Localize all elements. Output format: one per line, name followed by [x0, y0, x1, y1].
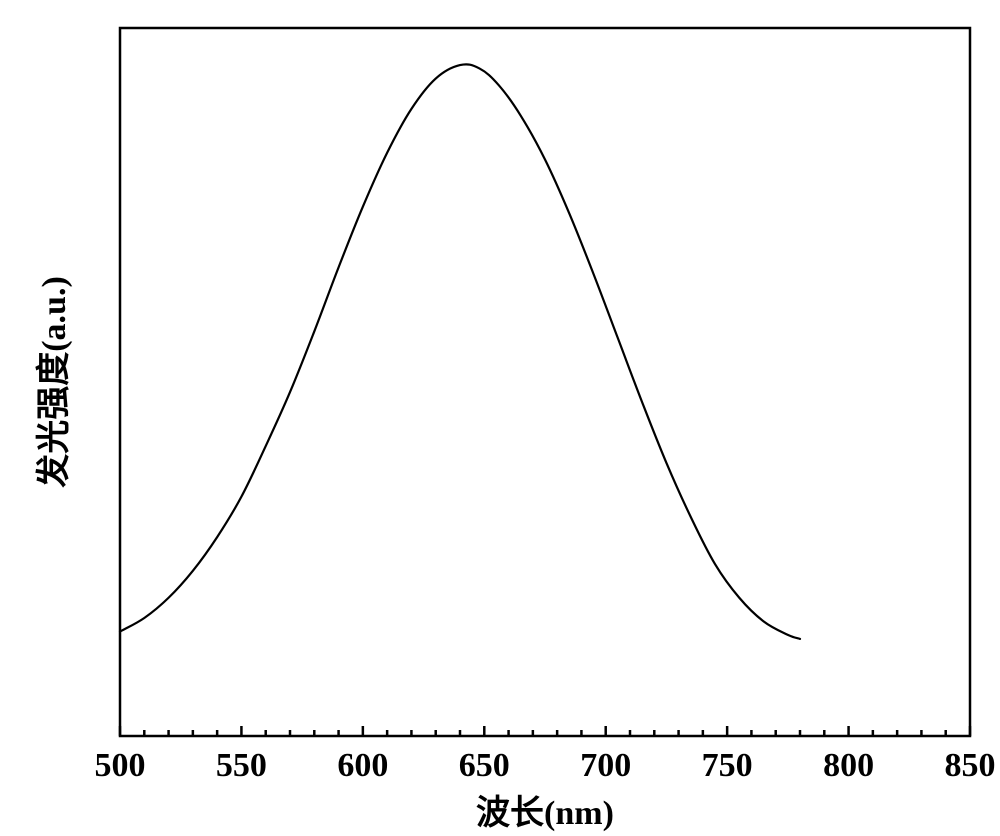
svg-text:600: 600: [337, 747, 388, 784]
svg-text:850: 850: [945, 747, 996, 784]
svg-text:800: 800: [823, 747, 874, 784]
svg-text:500: 500: [95, 747, 146, 784]
svg-text:550: 550: [216, 747, 267, 784]
svg-text:700: 700: [580, 747, 631, 784]
emission-spectrum-chart: 500 550 600 650 700 750 800 850 波长(nm) 发光强度(a.u.): [0, 0, 1000, 836]
svg-text:发光强度(a.u.): 发光强度(a.u.): [35, 276, 73, 488]
svg-text:650: 650: [459, 747, 510, 784]
svg-text:波长(nm): 波长(nm): [476, 794, 614, 832]
svg-text:750: 750: [702, 747, 753, 784]
